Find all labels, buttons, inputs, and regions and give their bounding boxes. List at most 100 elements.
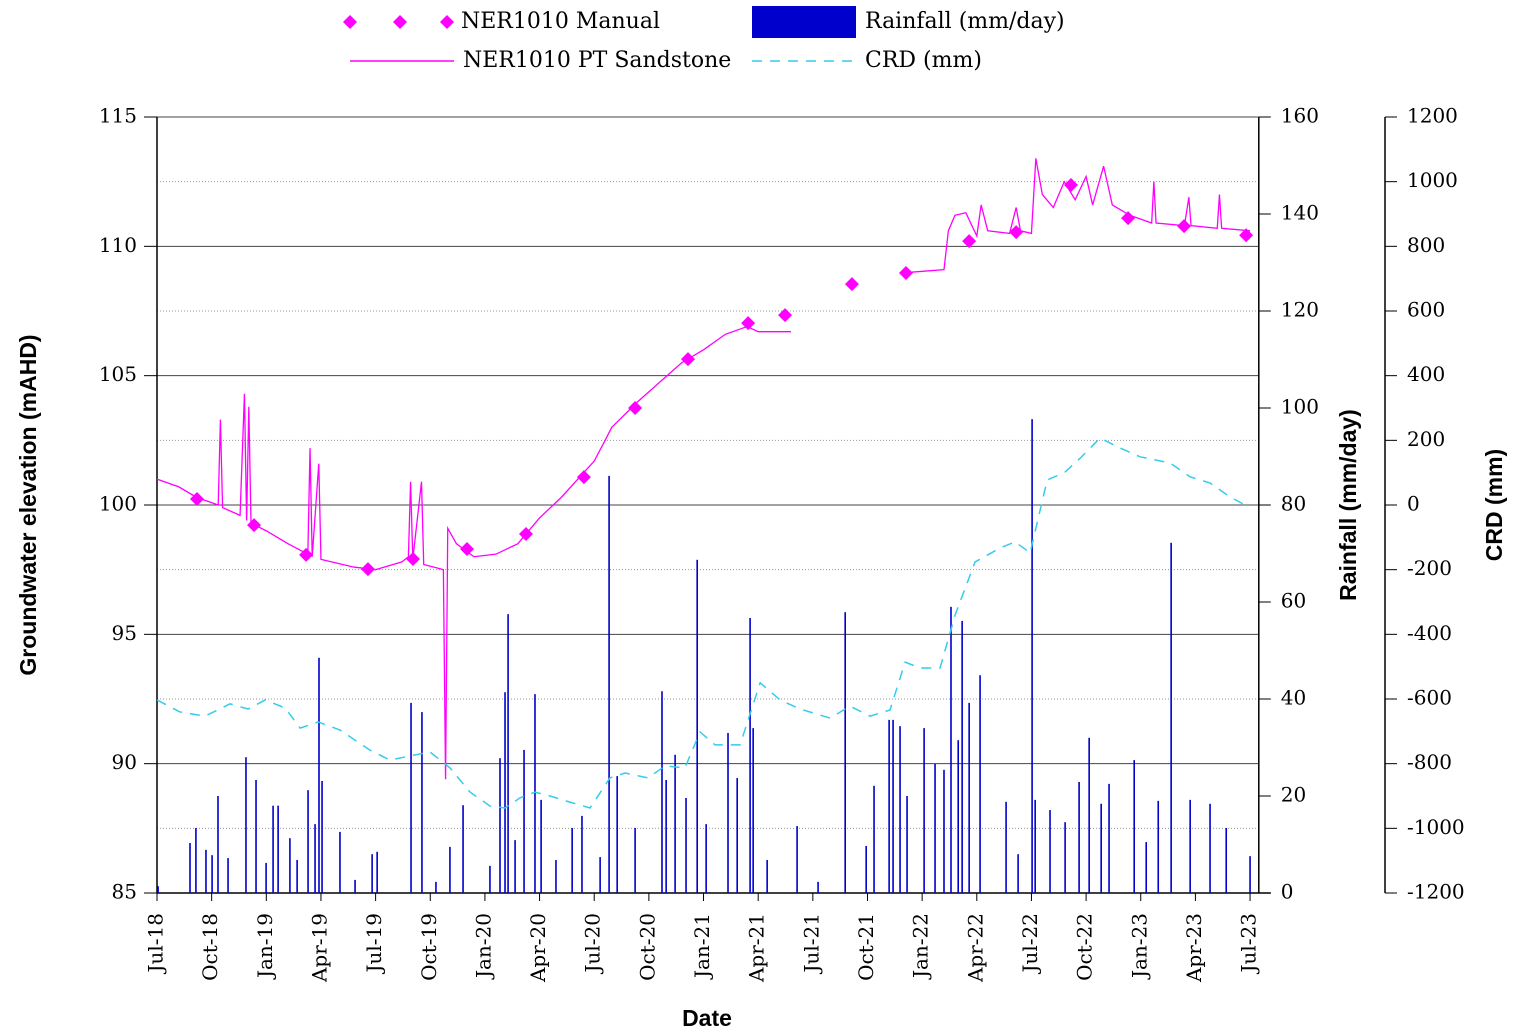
y2-tick-label: 100 — [1281, 395, 1319, 419]
rain-bar — [507, 614, 509, 893]
y3-tick-label: 0 — [1407, 492, 1420, 516]
legend: NER1010 Manual Rainfall (mm/day) NER1010 P… — [343, 6, 1065, 73]
x-axis-title: Date — [682, 1005, 732, 1031]
rain-bar — [1078, 781, 1080, 893]
rain-bar — [195, 828, 197, 893]
y2-tick-label: 80 — [1281, 492, 1306, 516]
rain-bar — [599, 857, 601, 893]
rain-bar — [205, 849, 207, 893]
rain-bar — [540, 799, 542, 893]
legend-label: Rainfall (mm/day) — [865, 9, 1065, 34]
y-tick-label: 100 — [99, 492, 137, 516]
series-line — [156, 158, 1251, 780]
rain-bar — [1157, 800, 1160, 893]
y3-tick-label: -1200 — [1407, 880, 1465, 904]
rain-bar — [1249, 856, 1251, 893]
y-tick-label: 90 — [112, 750, 137, 774]
rain-bar — [844, 612, 846, 893]
diamond-marker — [405, 552, 420, 567]
rain-bar — [245, 757, 247, 893]
rain-bar — [961, 620, 963, 893]
rain-bar — [421, 712, 423, 893]
y-tick-label: 115 — [99, 104, 137, 128]
x-tick-label: Apr-22 — [963, 913, 987, 983]
x-tick-label: Apr-19 — [307, 913, 331, 983]
rain-bar — [1108, 783, 1110, 893]
x-tick-label: Jul-18 — [144, 913, 168, 975]
rain-bar — [634, 828, 636, 893]
rain-bar — [1049, 810, 1051, 893]
rain-bar — [766, 860, 768, 893]
diamond-marker — [1009, 225, 1024, 240]
y2-tick-label: 40 — [1281, 686, 1306, 710]
rain-bar — [1145, 842, 1148, 893]
y3-tick-label: -600 — [1407, 686, 1452, 710]
y-tick-label: 110 — [99, 233, 137, 257]
rain-bar — [1005, 801, 1007, 893]
diamond-marker — [247, 518, 262, 533]
rain-bar — [934, 763, 936, 893]
y3-tick-label: 1000 — [1407, 168, 1458, 192]
rain-bar — [410, 702, 412, 893]
rain-bar — [211, 855, 213, 893]
rain-bar — [321, 780, 323, 893]
x-tick-label: Jul-22 — [1018, 913, 1042, 975]
rain-bar — [157, 886, 159, 893]
rain-bar — [1133, 760, 1135, 893]
rain-bar — [888, 719, 890, 893]
diamond-marker — [299, 547, 314, 562]
y3-tick-label: -400 — [1407, 621, 1452, 645]
rain-bar — [581, 815, 583, 893]
diamond-marker — [360, 562, 375, 577]
rain-bar — [749, 618, 751, 893]
rain-bar — [189, 843, 191, 893]
rain-bar — [957, 740, 960, 893]
x-tick-label: Jan-22 — [909, 913, 933, 980]
rain-bar — [923, 728, 925, 893]
diamond-marker — [576, 470, 591, 485]
rain-bar — [873, 785, 875, 893]
rain-bar — [371, 854, 373, 893]
legend-label: CRD (mm) — [865, 48, 982, 73]
rain-bar — [1088, 737, 1090, 893]
y3-tick-label: 200 — [1407, 427, 1445, 451]
diamond-marker — [628, 401, 643, 415]
rain-bar — [272, 805, 274, 893]
rain-bar — [674, 754, 676, 893]
rain-bar — [534, 694, 536, 893]
legend-symbol — [393, 15, 407, 29]
rain-bar — [1031, 419, 1033, 893]
y2-tick-label: 0 — [1281, 880, 1294, 904]
y2-tick-label: 60 — [1281, 589, 1306, 613]
rain-bar — [514, 840, 516, 893]
y3-tick-label: 600 — [1407, 298, 1445, 322]
diamond-marker — [778, 308, 793, 323]
diamond-marker — [1121, 211, 1136, 226]
x-tick-label: Jul-19 — [362, 913, 386, 975]
rain-bar — [318, 657, 320, 893]
rain-bar — [899, 726, 901, 893]
rain-bar — [435, 881, 437, 893]
diamond-marker — [1177, 219, 1192, 234]
rain-bar — [523, 749, 525, 893]
y2-tick-label: 20 — [1281, 783, 1306, 807]
y-tick-label: 105 — [99, 362, 137, 386]
rain-bar — [504, 692, 506, 893]
y2-tick-label: 160 — [1281, 104, 1319, 128]
rain-bar — [705, 824, 707, 893]
rain-bar — [943, 769, 945, 893]
rain-bar — [376, 851, 378, 893]
rain-bar — [1017, 854, 1019, 893]
y3-tick-label: -1000 — [1407, 815, 1465, 839]
diamond-marker — [1239, 228, 1254, 243]
rain-bar — [796, 826, 798, 893]
rain-bar — [1100, 803, 1102, 893]
rain-bar — [1225, 828, 1228, 893]
x-tick-label: Oct-22 — [1073, 913, 1097, 981]
diamond-marker — [681, 352, 696, 367]
series-line — [156, 437, 1246, 809]
rain-bar — [616, 776, 618, 893]
rain-bar — [1189, 799, 1191, 893]
x-tick-label: Apr-23 — [1182, 913, 1206, 983]
x-tick-label: Jan-21 — [690, 913, 714, 980]
